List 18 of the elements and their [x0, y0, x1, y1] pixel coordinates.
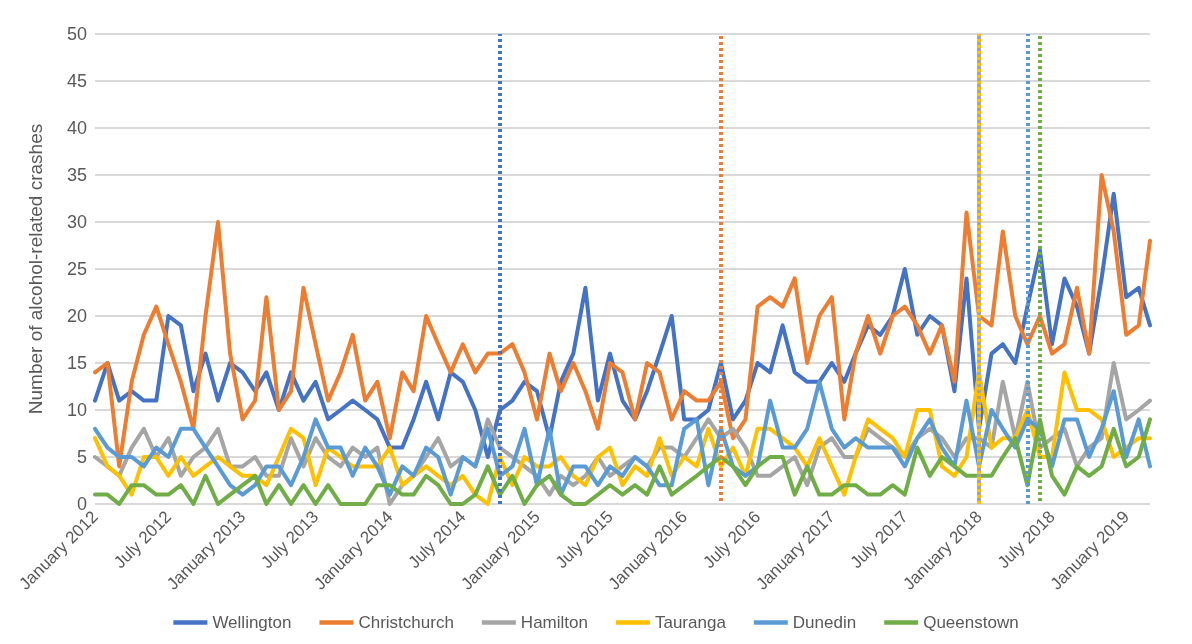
y-tick-label: 30 — [66, 212, 87, 232]
legend-label: Tauranga — [654, 613, 727, 632]
y-axis-title: Number of alcohol-related crashes — [25, 123, 46, 415]
legend-label: Christchurch — [358, 613, 454, 632]
y-tick-label: 40 — [66, 118, 87, 138]
legend-label: Queenstown — [923, 613, 1019, 632]
y-tick-label: 0 — [76, 494, 87, 514]
y-tick-label: 5 — [76, 447, 87, 467]
y-tick-label: 50 — [66, 24, 87, 44]
legend-label: Wellington — [212, 613, 292, 632]
y-tick-label: 25 — [66, 259, 87, 279]
legend-label: Hamilton — [520, 613, 588, 632]
y-tick-label: 20 — [66, 306, 87, 326]
legend-label: Dunedin — [792, 613, 857, 632]
y-tick-label: 15 — [66, 353, 87, 373]
y-tick-label: 35 — [66, 165, 87, 185]
y-tick-label: 10 — [66, 400, 87, 420]
y-tick-label: 45 — [66, 71, 87, 91]
